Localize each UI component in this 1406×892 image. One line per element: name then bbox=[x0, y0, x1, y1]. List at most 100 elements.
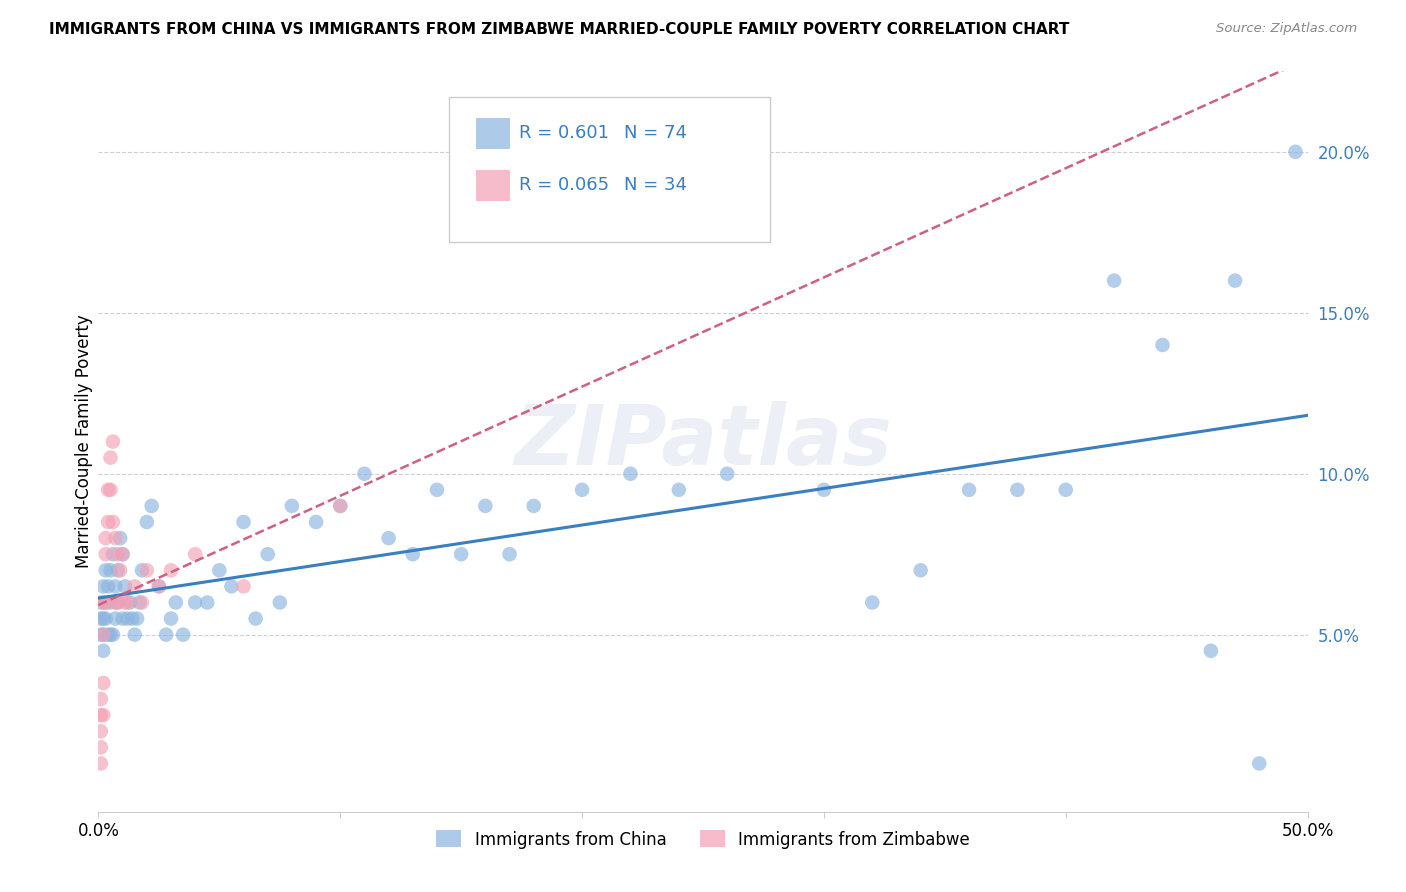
Point bbox=[353, 467, 375, 481]
Point bbox=[97, 483, 120, 497]
Point bbox=[256, 547, 278, 561]
FancyBboxPatch shape bbox=[475, 118, 509, 149]
Point bbox=[104, 579, 127, 593]
Point bbox=[135, 515, 157, 529]
Text: R = 0.065: R = 0.065 bbox=[519, 176, 609, 194]
Point bbox=[91, 628, 114, 642]
Point bbox=[329, 499, 352, 513]
Point bbox=[1223, 274, 1246, 288]
Point bbox=[571, 483, 593, 497]
Point bbox=[128, 595, 150, 609]
Point bbox=[668, 483, 690, 497]
Point bbox=[813, 483, 835, 497]
Point bbox=[1007, 483, 1029, 497]
Point bbox=[111, 611, 134, 625]
Point bbox=[91, 708, 114, 723]
Point bbox=[90, 628, 112, 642]
Point bbox=[107, 595, 129, 609]
Point bbox=[91, 611, 114, 625]
Text: Source: ZipAtlas.com: Source: ZipAtlas.com bbox=[1216, 22, 1357, 36]
Point bbox=[127, 611, 149, 625]
Point bbox=[90, 756, 112, 771]
FancyBboxPatch shape bbox=[449, 97, 769, 242]
Point bbox=[100, 483, 122, 497]
Point bbox=[269, 595, 291, 609]
Point bbox=[101, 434, 124, 449]
Point bbox=[94, 595, 117, 609]
Point bbox=[97, 628, 120, 642]
Point bbox=[100, 563, 122, 577]
Point bbox=[121, 611, 143, 625]
Point bbox=[100, 595, 122, 609]
Point bbox=[94, 563, 117, 577]
Point bbox=[221, 579, 243, 593]
Point bbox=[184, 595, 207, 609]
Point bbox=[91, 644, 114, 658]
Point bbox=[94, 531, 117, 545]
Point bbox=[305, 515, 328, 529]
Point bbox=[90, 724, 112, 739]
Point bbox=[108, 563, 131, 577]
Legend: Immigrants from China, Immigrants from Zimbabwe: Immigrants from China, Immigrants from Z… bbox=[430, 823, 976, 855]
Point bbox=[104, 531, 127, 545]
FancyBboxPatch shape bbox=[475, 169, 509, 201]
Point bbox=[118, 595, 141, 609]
Point bbox=[107, 595, 129, 609]
Text: IMMIGRANTS FROM CHINA VS IMMIGRANTS FROM ZIMBABWE MARRIED-COUPLE FAMILY POVERTY : IMMIGRANTS FROM CHINA VS IMMIGRANTS FROM… bbox=[49, 22, 1070, 37]
Point bbox=[716, 467, 738, 481]
Point bbox=[474, 499, 496, 513]
Point bbox=[124, 579, 146, 593]
Point bbox=[498, 547, 520, 561]
Point bbox=[97, 515, 120, 529]
Point bbox=[107, 547, 129, 561]
Point bbox=[245, 611, 267, 625]
Point bbox=[111, 547, 134, 561]
Point bbox=[1284, 145, 1306, 159]
Point bbox=[160, 611, 183, 625]
Point bbox=[104, 595, 127, 609]
Point bbox=[90, 692, 112, 706]
Point bbox=[165, 595, 187, 609]
Point bbox=[90, 708, 112, 723]
Point bbox=[117, 595, 139, 609]
Text: R = 0.601: R = 0.601 bbox=[519, 124, 609, 142]
Point bbox=[426, 483, 449, 497]
Point bbox=[100, 450, 122, 465]
Point bbox=[910, 563, 932, 577]
Point bbox=[114, 579, 136, 593]
Point bbox=[90, 595, 112, 609]
Point bbox=[232, 579, 254, 593]
Point bbox=[1152, 338, 1174, 352]
Point bbox=[1249, 756, 1271, 771]
Point bbox=[1199, 644, 1222, 658]
Text: N = 74: N = 74 bbox=[624, 124, 688, 142]
Point bbox=[101, 628, 124, 642]
Point bbox=[108, 531, 131, 545]
Point bbox=[402, 547, 425, 561]
Point bbox=[860, 595, 883, 609]
Point bbox=[101, 547, 124, 561]
Point bbox=[957, 483, 980, 497]
Point bbox=[155, 628, 177, 642]
Point bbox=[1102, 274, 1125, 288]
Point bbox=[100, 628, 122, 642]
Point bbox=[94, 611, 117, 625]
Point bbox=[97, 579, 120, 593]
Point bbox=[148, 579, 170, 593]
Point bbox=[1054, 483, 1077, 497]
Point bbox=[111, 547, 134, 561]
Text: ZIPatlas: ZIPatlas bbox=[515, 401, 891, 482]
Point bbox=[160, 563, 183, 577]
Point bbox=[94, 595, 117, 609]
Point bbox=[90, 740, 112, 755]
Y-axis label: Married-Couple Family Poverty: Married-Couple Family Poverty bbox=[75, 315, 93, 568]
Text: N = 34: N = 34 bbox=[624, 176, 688, 194]
Point bbox=[91, 676, 114, 690]
Point bbox=[141, 499, 163, 513]
Point bbox=[208, 563, 231, 577]
Point bbox=[91, 579, 114, 593]
Point bbox=[124, 628, 146, 642]
Point bbox=[114, 595, 136, 609]
Point bbox=[195, 595, 218, 609]
Point bbox=[131, 563, 153, 577]
